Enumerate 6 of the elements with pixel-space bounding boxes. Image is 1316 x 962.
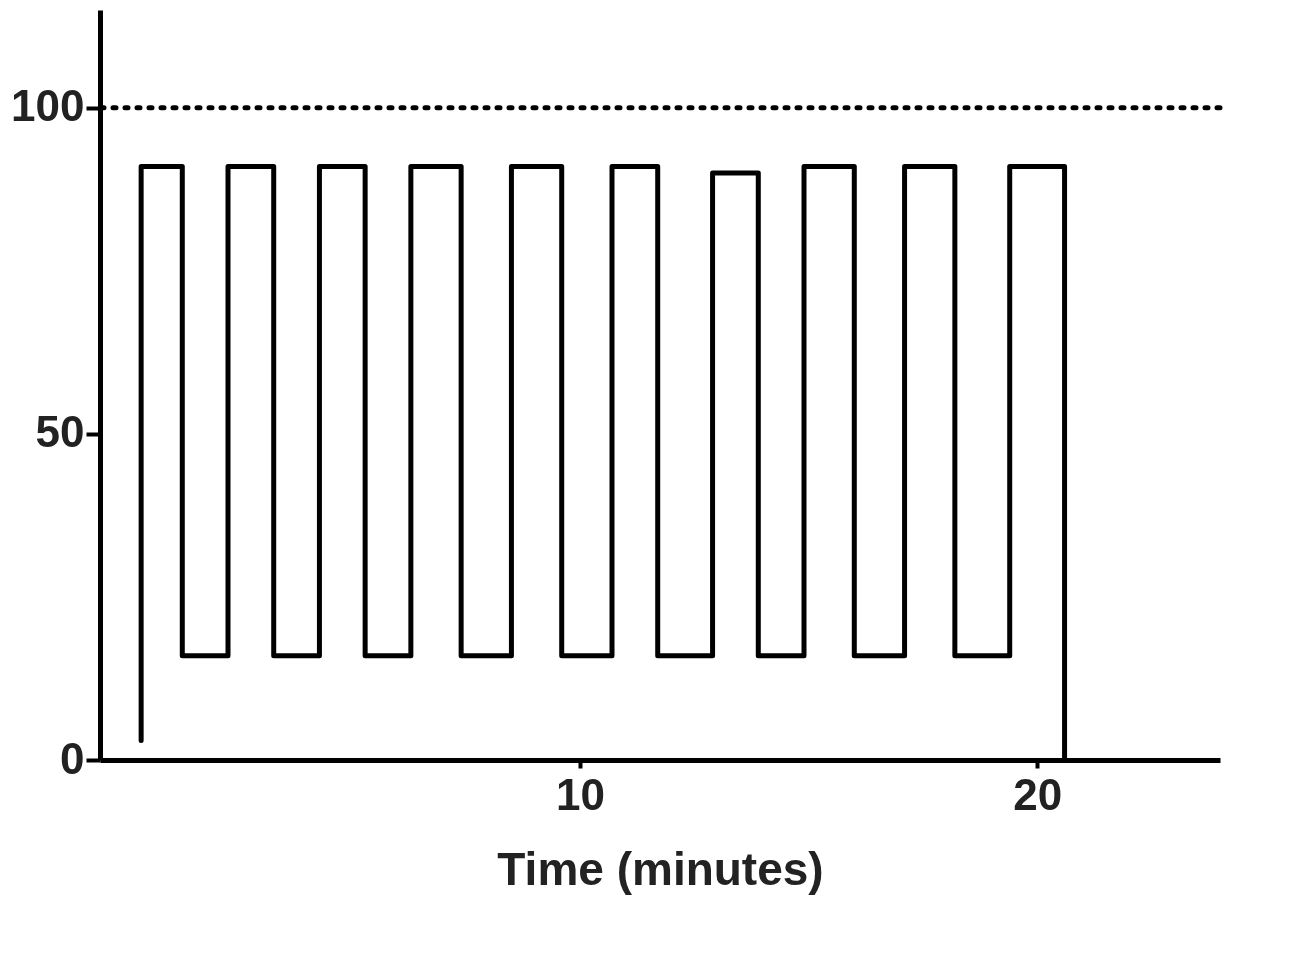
y-tick-label: 0 bbox=[60, 733, 85, 783]
x-tick-label: 20 bbox=[1013, 769, 1063, 819]
y-tick-label: 100 bbox=[11, 81, 85, 131]
x-axis-title: Time (minutes) bbox=[497, 842, 824, 895]
y-tick-label: 50 bbox=[35, 407, 85, 457]
x-tick-label: 10 bbox=[556, 769, 605, 819]
